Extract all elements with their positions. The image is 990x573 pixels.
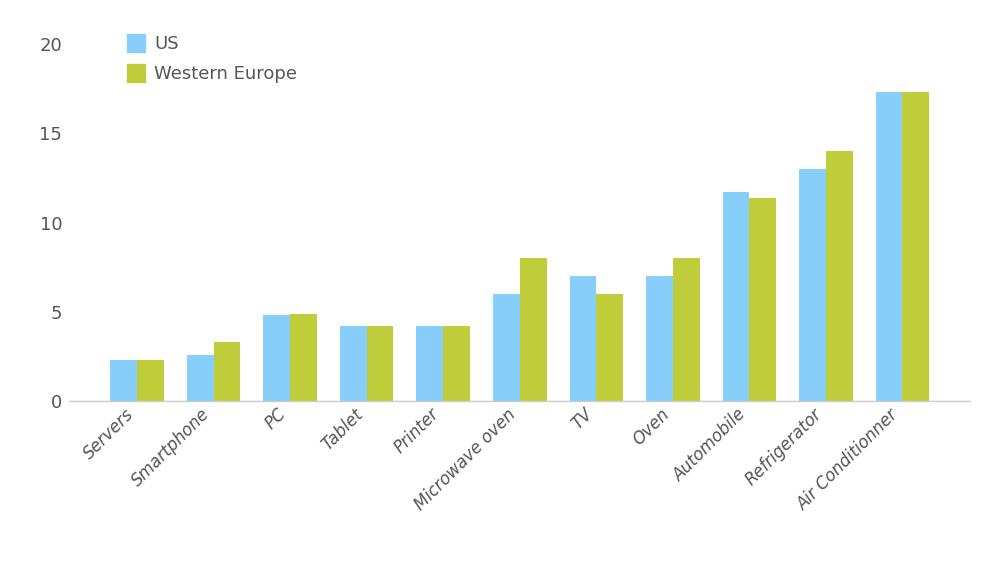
Bar	[903, 92, 930, 401]
Bar	[290, 313, 317, 401]
Bar	[596, 294, 623, 401]
Bar	[723, 192, 749, 401]
Bar	[263, 315, 290, 401]
Bar	[340, 326, 366, 401]
Bar	[520, 258, 546, 401]
Bar	[569, 276, 596, 401]
Bar	[826, 151, 852, 401]
Bar	[417, 326, 444, 401]
Bar	[444, 326, 470, 401]
Bar	[799, 169, 826, 401]
Bar	[749, 198, 776, 401]
Bar	[493, 294, 520, 401]
Bar	[876, 92, 903, 401]
Legend: US, Western Europe: US, Western Europe	[124, 30, 301, 87]
Bar	[137, 360, 163, 401]
Bar	[110, 360, 137, 401]
Bar	[187, 355, 214, 401]
Bar	[366, 326, 393, 401]
Bar	[214, 342, 241, 401]
Bar	[673, 258, 700, 401]
Bar	[646, 276, 673, 401]
